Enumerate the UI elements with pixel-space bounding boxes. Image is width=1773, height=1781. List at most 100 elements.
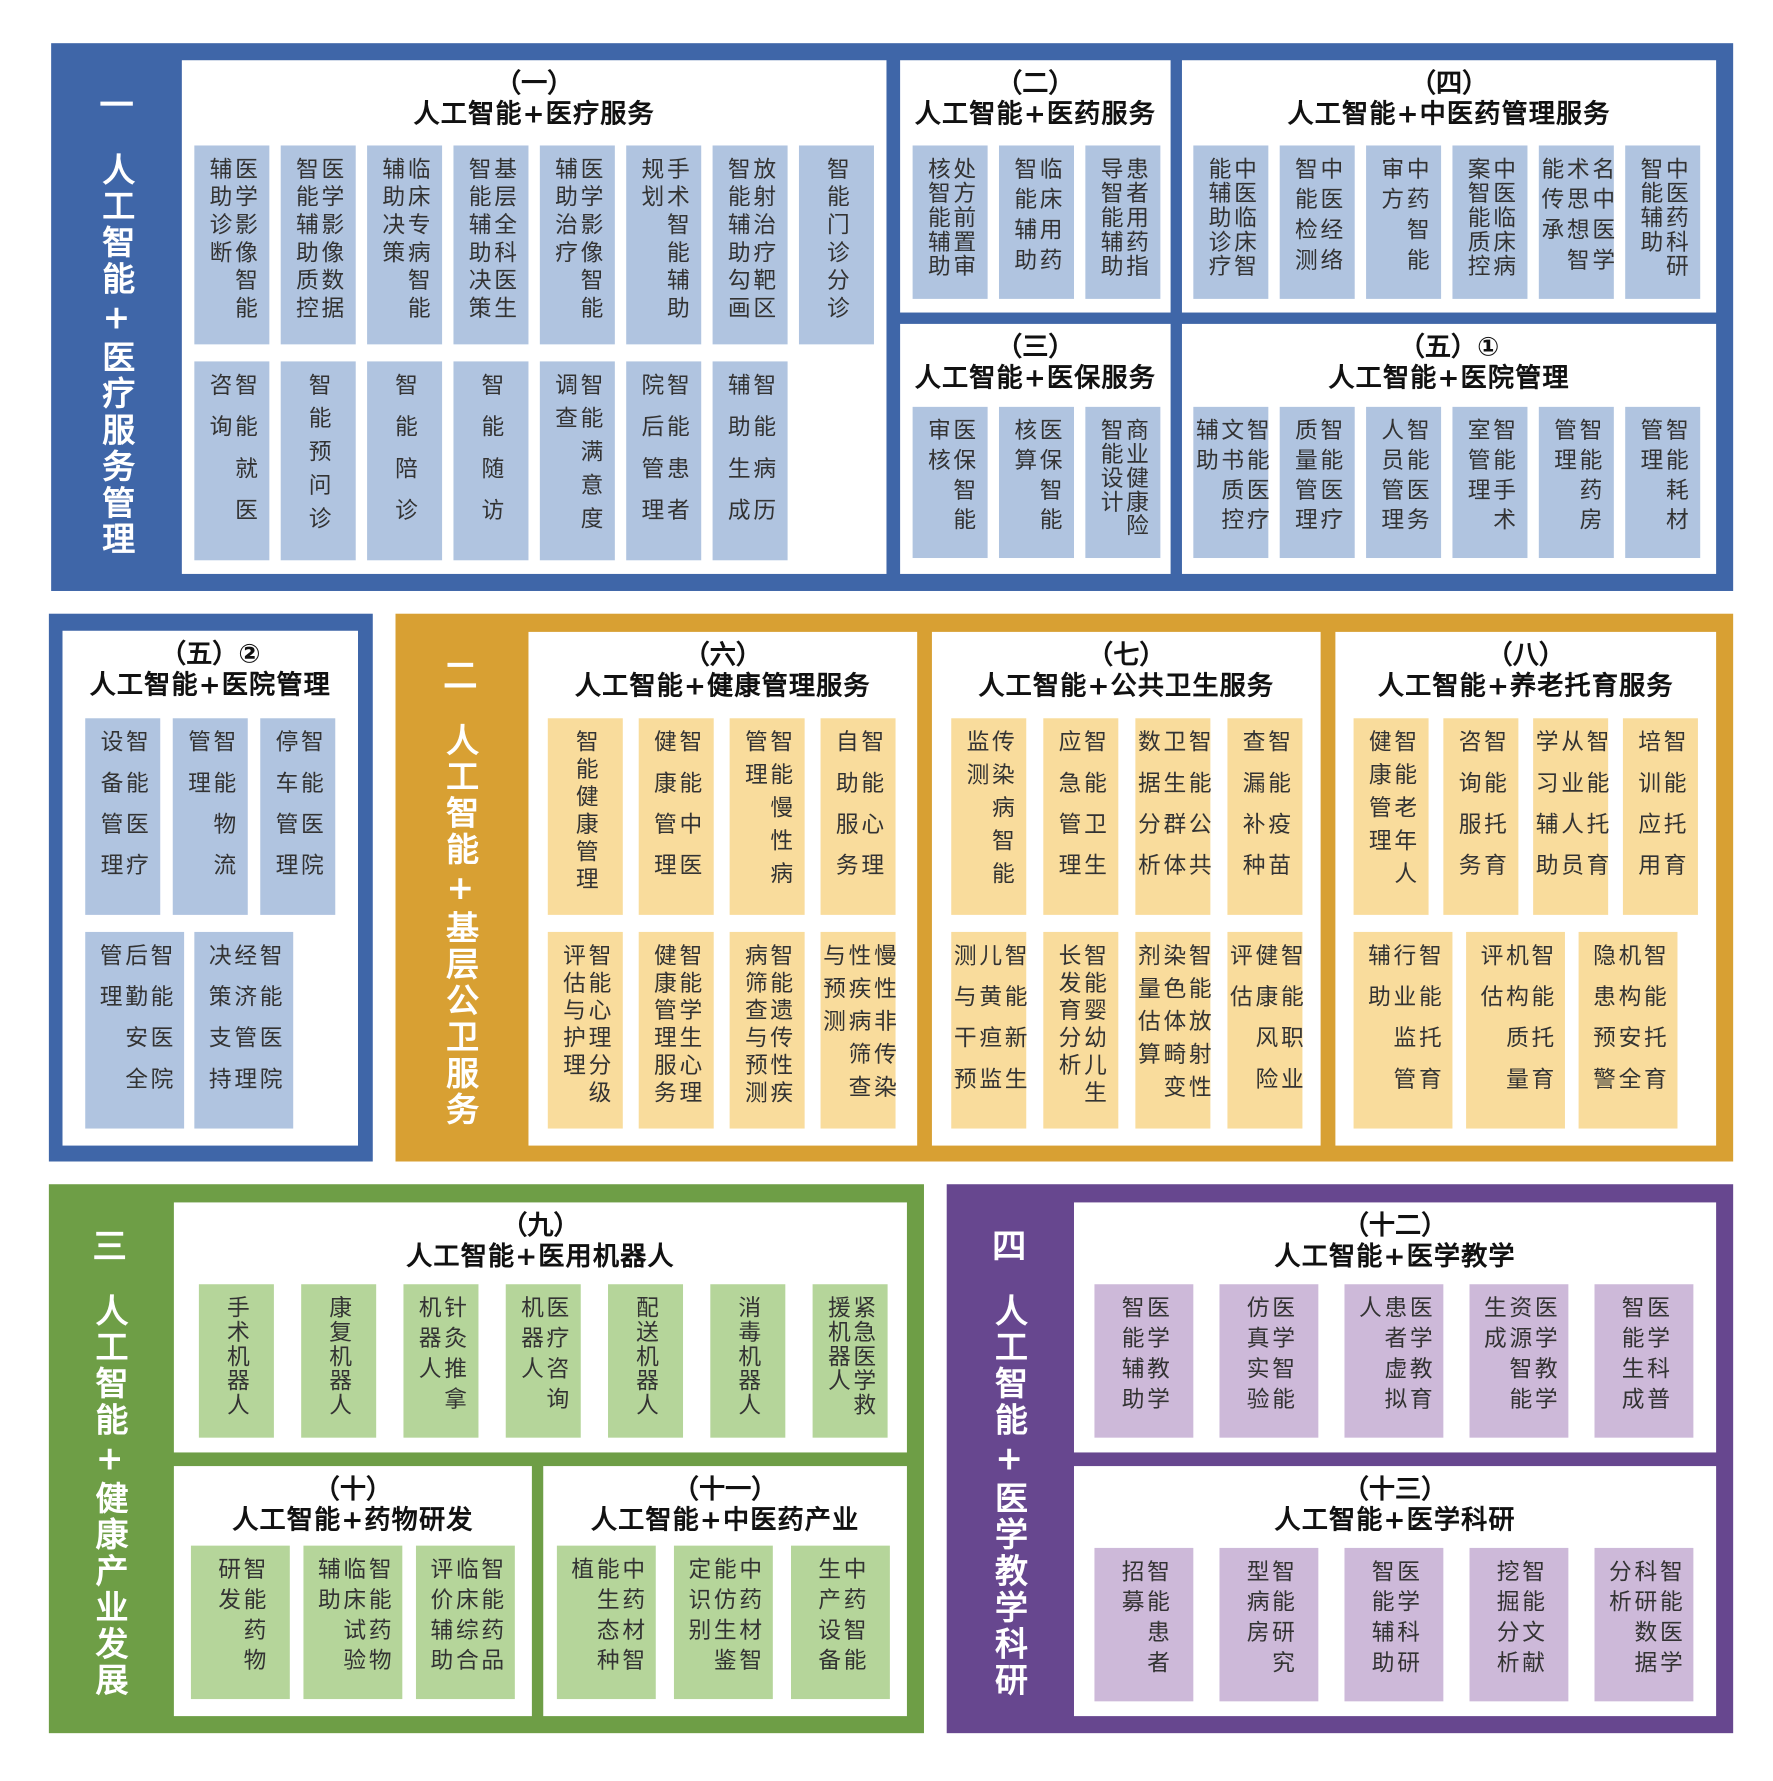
cell-row: 智能药物 研发 智能药物 临床试验 辅助 智能药品 临床综合 评价辅助 — [190, 1545, 515, 1700]
function-cell: 中药智能 审方 — [1366, 145, 1442, 299]
group-number: （五）① — [1398, 332, 1500, 363]
group-number: （十三） — [1342, 1475, 1448, 1505]
group-title: 人工智能+医用机器人 — [406, 1242, 675, 1272]
section-label: 一人工智能+医疗服务管理 — [51, 43, 182, 591]
cell-text: 智能物流 管理 — [184, 729, 237, 895]
function-cell: 智能托育 从业人员 学习辅助 — [1532, 718, 1610, 915]
cell-text: 针灸推拿 机器人 — [414, 1295, 468, 1418]
function-cell: 智能患者 院后管理 — [626, 361, 702, 561]
function-cell: 消毒机器人 — [710, 1284, 786, 1438]
cell-text: 智能托育 机构质量 评估 — [1476, 943, 1555, 1109]
function-cell: 医学科研 智能辅助 — [1344, 1547, 1444, 1702]
group-header: （五）① 人工智能+医院管理 — [1182, 333, 1716, 394]
group-title: 人工智能+医药服务 — [914, 100, 1156, 130]
cell-text: 智能健康管理 — [571, 729, 600, 895]
group-box: （十三） 人工智能+医学科研 智能患者 招募 智能研究 型病房 医学科研 智能辅助 智能文… — [1073, 1466, 1717, 1717]
group-box: （六） 人工智能+健康管理服务 智能健康管理 智能中医 健康管理 智能慢性病 管理 智能心… — [528, 631, 918, 1146]
function-cell: 处方前置审 核智能辅助 — [912, 145, 988, 299]
group-title: 人工智能+药物研发 — [232, 1505, 474, 1536]
group-box: （八） 人工智能+养老托育服务 智能老年人 健康管理 智能托育 咨询服务 智能托育 从业… — [1335, 631, 1717, 1146]
cell-text: 中药智能 审方 — [1377, 156, 1431, 279]
function-cell: 慢性非传染 性疾病筛查 与预测 — [819, 931, 898, 1129]
function-cell: 智能放射性 染色体畸变 剂量估算 — [1134, 931, 1212, 1129]
cell-text: 智能托育 行业监管 辅助 — [1364, 943, 1443, 1109]
function-cell: 智能病历 辅助生成 — [712, 361, 788, 561]
group-title: 人工智能+医院管理 — [1328, 363, 1570, 394]
function-cell: 智能疫苗 查漏补种 — [1227, 718, 1303, 915]
section-number: 四 — [992, 1227, 1027, 1268]
group-number: （九） — [501, 1211, 580, 1242]
function-cell: 智能心理分级 评估与护理 — [547, 931, 623, 1129]
cell-text: 智能新生 儿黄疸监 测与干预 — [949, 943, 1029, 1109]
function-cell: 智能医学 科研数据 分析 — [1594, 1547, 1694, 1702]
cell-text: 智能随访 — [477, 372, 505, 540]
function-cell: 传染病智能 监测 — [951, 718, 1027, 915]
cell-row: 智能健康管理 智能中医 健康管理 智能慢性病 管理 智能心理 自助服务 — [547, 718, 896, 915]
cell-text: 智能医疗 设备管理 — [96, 729, 150, 895]
function-cell: 名中医学 术思想智 能传承 — [1537, 145, 1616, 299]
function-cell: 医学教育 患者虚拟 人 — [1344, 1284, 1444, 1438]
cell-row: 中药材智 能生态种 植中药材智 能仿生鉴 定识别 中药智能 生产设备 — [556, 1545, 890, 1700]
function-cell: 智能新生 儿黄疸监 测与干预 — [949, 931, 1029, 1129]
cell-text: 名中医学 术思想智 能传承 — [1537, 156, 1616, 279]
group-header: （五）② 人工智能+医院管理 — [63, 640, 358, 701]
cell-text: 放射治疗靶区 智能辅助勾画 — [723, 156, 777, 324]
function-cell: 智能职业 健康风险 评估 — [1226, 931, 1305, 1129]
function-cell: 智能陪诊 — [367, 361, 443, 561]
cell-text: 智能公共 卫生群体 数据分析 — [1134, 729, 1213, 895]
group-box: （五）① 人工智能+医院管理 智能医疗 文书质控 辅助 智能医疗 质量管理 智能医务 人… — [1181, 323, 1717, 574]
cell-text: 智能托育 咨询服务 — [1454, 729, 1508, 895]
function-cell: 放射治疗靶区 智能辅助勾画 — [712, 145, 788, 345]
group-header: （八） 人工智能+养老托育服务 — [1335, 641, 1716, 702]
function-cell: 智能医务 人员管理 — [1366, 406, 1442, 559]
cell-text: 紧急医学救 援机器人 — [823, 1295, 877, 1418]
cell-text: 中医临床智 能辅助诊疗 — [1204, 156, 1258, 279]
function-cell: 医保智能 核算 — [998, 406, 1074, 559]
cell-text: 医疗咨询 机器人 — [517, 1295, 570, 1418]
cell-text: 慢性非传染 性疾病筛查 与预测 — [819, 943, 898, 1109]
cell-text: 中医药科研 智能辅助 — [1636, 156, 1690, 279]
cell-text: 智能预问诊 — [304, 372, 333, 540]
function-cell: 智能文献 挖掘分析 — [1469, 1547, 1569, 1702]
function-cell: 针灸推拿 机器人 — [403, 1284, 479, 1438]
section-title: 人工智能+医疗服务管理 — [97, 152, 136, 559]
cell-text: 智能医院 经济管理 决策支持 — [204, 943, 284, 1109]
function-cell: 中医药科研 智能辅助 — [1625, 145, 1701, 299]
function-cell: 临床用药 智能辅助 — [998, 145, 1074, 299]
cell-row: 智能新生 儿黄疸监 测与干预 智能婴幼儿生 长发育分析 智能放射性 染色体畸变 剂量… — [949, 931, 1305, 1129]
cell-text: 智能病历 辅助生成 — [723, 372, 777, 540]
function-cell: 智能公共 卫生群体 数据分析 — [1134, 718, 1213, 915]
cell-text: 消毒机器人 — [734, 1295, 762, 1418]
group-header: （四） 人工智能+中医药管理服务 — [1182, 69, 1716, 130]
cell-text: 智能医疗 文书质控 辅助 — [1191, 418, 1271, 538]
cell-text: 智能患者 招募 — [1117, 1559, 1171, 1681]
group-header: （十一） 人工智能+中医药产业 — [543, 1475, 907, 1536]
cell-text: 智能疫苗 查漏补种 — [1238, 729, 1292, 895]
group-box: （十二） 人工智能+医学教学 医学教学 智能辅助 医学智能 仿真实验 医学教育 患者虚拟… — [1073, 1202, 1717, 1453]
group-title: 人工智能+医学科研 — [1274, 1505, 1516, 1536]
function-cell: 智能医疗 设备管理 — [85, 718, 161, 915]
cell-text: 智能中医 健康管理 — [650, 729, 703, 895]
cell-text: 智能职业 健康风险 评估 — [1226, 943, 1305, 1109]
cell-text: 智能患者 院后管理 — [637, 372, 691, 540]
cell-text: 医保智能 核算 — [1010, 418, 1064, 538]
cell-text: 临床专病智能 辅助决策 — [378, 156, 432, 324]
group-number: （十） — [313, 1475, 393, 1505]
group-title: 人工智能+中医药管理服务 — [1287, 100, 1611, 130]
function-cell: 临床专病智能 辅助决策 — [367, 145, 443, 345]
cell-row: 智能医疗 设备管理 智能物流 管理 智能医院 停车管理 — [85, 718, 336, 915]
function-cell: 中医经络 智能检测 — [1279, 145, 1355, 299]
function-cell: 手术智能辅助 规划 — [626, 145, 702, 345]
group-number: （七） — [1087, 640, 1166, 671]
function-cell: 医学智能 仿真实验 — [1219, 1284, 1319, 1438]
group-header: （一） 人工智能+医疗服务 — [182, 69, 887, 130]
section-title: 人工智能+基层公卫服务 — [440, 722, 480, 1129]
cell-text: 智能陪诊 — [391, 372, 419, 540]
function-cell: 智能预问诊 — [280, 361, 356, 561]
cell-text: 智能门诊分诊 — [823, 156, 851, 324]
cell-text: 康复机器人 — [325, 1295, 353, 1418]
function-cell: 智能托育 培训应用 — [1622, 718, 1698, 915]
cell-row: 智能就医 咨询 智能预问诊 智能陪诊 智能随访 智能满意度 调查 智能患者 院后管理 智能病… — [194, 361, 788, 561]
cell-row: 智能医院 后勤安全 管理 智能医院 经济管理 决策支持 — [85, 931, 294, 1129]
cell-text: 基层全科医生 智能辅助决策 — [464, 156, 518, 324]
